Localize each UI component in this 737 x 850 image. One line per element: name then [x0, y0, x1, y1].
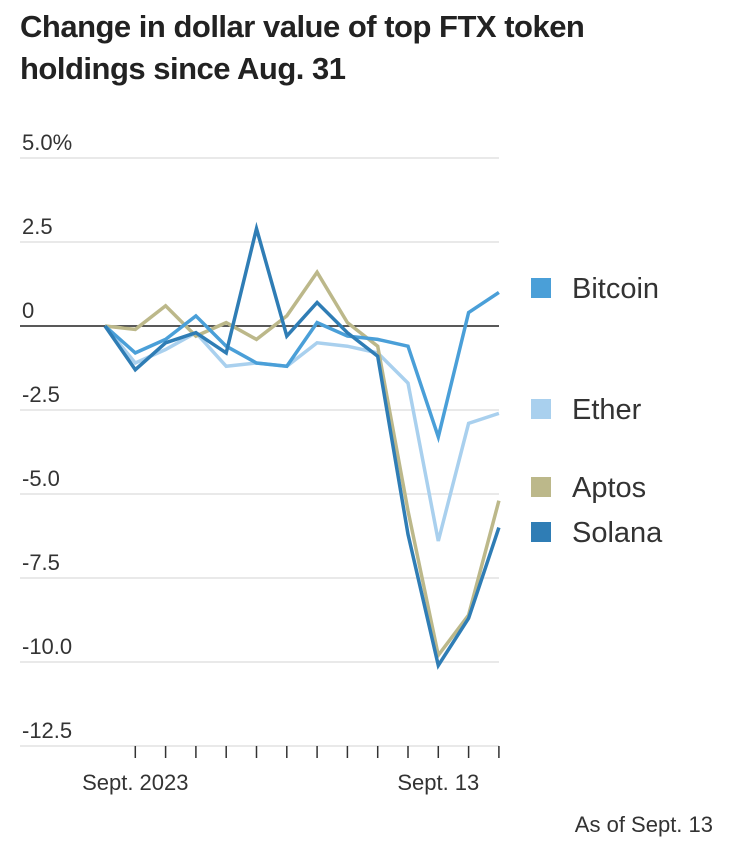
- x-tick-label: Sept. 2023: [82, 770, 188, 795]
- y-tick-label: -2.5: [22, 382, 60, 407]
- legend-label-solana: Solana: [572, 517, 663, 549]
- legend-label-aptos: Aptos: [572, 472, 646, 504]
- x-axis: Sept. 2023 Sept. 13: [82, 746, 500, 795]
- series-line-bitcoin: [103, 290, 500, 444]
- legend-swatch-bitcoin: [531, 278, 551, 298]
- legend-label-ether: Ether: [572, 394, 642, 426]
- series-line-solana: [103, 221, 501, 670]
- y-tick-label: -10.0: [22, 634, 72, 659]
- footnote: As of Sept. 13: [574, 812, 713, 837]
- legend-label-bitcoin: Bitcoin: [572, 273, 659, 305]
- y-tick-label: -5.0: [22, 466, 60, 491]
- y-tick-label: 5.0%: [22, 130, 72, 155]
- x-tick-label: Sept. 13: [397, 770, 479, 795]
- legend: Bitcoin Ether Aptos Solana: [531, 273, 663, 549]
- series-layer: [103, 221, 501, 670]
- grid-layer: 5.0% 2.5 0 -2.5 -5.0 -7.5 -10.0 -12.5: [20, 130, 499, 747]
- chart-title: Change in dollar value of top FTX token …: [20, 9, 585, 86]
- legend-swatch-ether: [531, 399, 551, 419]
- legend-swatch-solana: [531, 522, 551, 542]
- y-tick-label: 0: [22, 298, 34, 323]
- y-tick-label: -7.5: [22, 550, 60, 575]
- series-line-aptos: [104, 268, 501, 660]
- y-tick-label: 2.5: [22, 214, 53, 239]
- series-line-ether: [103, 324, 500, 542]
- y-tick-label: -12.5: [22, 718, 72, 743]
- legend-swatch-aptos: [531, 477, 551, 497]
